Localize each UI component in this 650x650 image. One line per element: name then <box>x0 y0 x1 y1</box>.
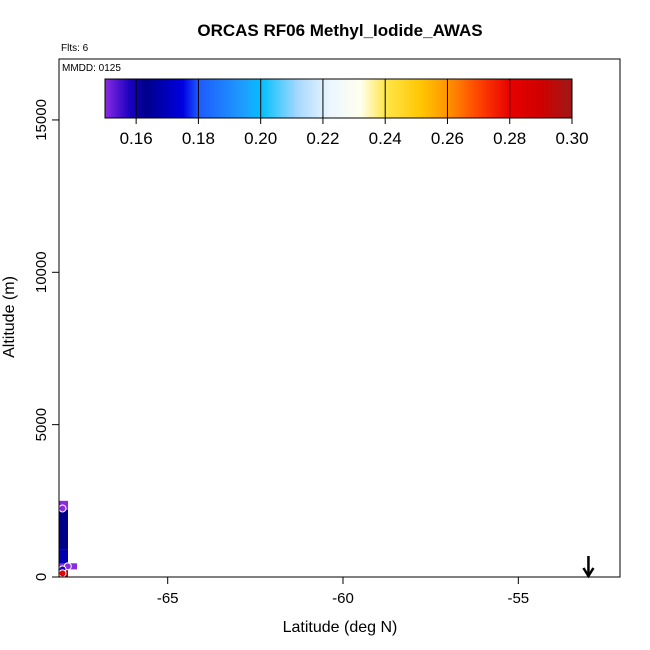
chart-title: ORCAS RF06 Methyl_Iodide_AWAS <box>197 21 482 40</box>
y-tick-label: 0 <box>33 573 50 581</box>
data-point <box>58 569 67 578</box>
profile-segment <box>59 509 68 550</box>
date-note: MMDD: 0125 <box>62 63 121 74</box>
colorbar-tick-label: 0.22 <box>306 129 339 148</box>
colorbar-tick-label: 0.18 <box>182 129 215 148</box>
colorbar-tick-label: 0.16 <box>120 129 153 148</box>
colorbar-tick-label: 0.24 <box>369 129 402 148</box>
x-tick-label: -55 <box>507 590 529 607</box>
colorbar-tick-label: 0.26 <box>431 129 464 148</box>
plot-frame <box>58 58 621 578</box>
colorbar-tick-label: 0.20 <box>244 129 277 148</box>
colorbar: 0.16 0.18 0.20 0.22 0.24 0.26 0.28 0.30 <box>104 78 589 148</box>
arrow-head <box>582 567 595 579</box>
y-axis-label: Altitude (m) <box>1 276 18 358</box>
data-point <box>58 504 67 513</box>
colorbar-gradient <box>104 78 573 119</box>
colorbar-tick-label: 0.28 <box>493 129 526 148</box>
colorbar-tick-label: 0.30 <box>555 129 588 148</box>
x-axis-label: Latitude (deg N) <box>283 619 398 636</box>
x-tick-label: -60 <box>332 590 354 607</box>
y-tick-label: 10000 <box>33 251 50 293</box>
y-tick-label: 15000 <box>33 99 50 141</box>
x-axis: -65 -60 -55 <box>157 577 529 607</box>
x-tick-label: -65 <box>157 590 179 607</box>
y-tick-label: 5000 <box>33 408 50 441</box>
latitude-marker <box>582 556 595 579</box>
y-axis: 0 5000 10000 15000 <box>33 99 59 581</box>
profile-segment <box>59 549 68 568</box>
flights-note: Flts: 6 <box>61 43 89 54</box>
